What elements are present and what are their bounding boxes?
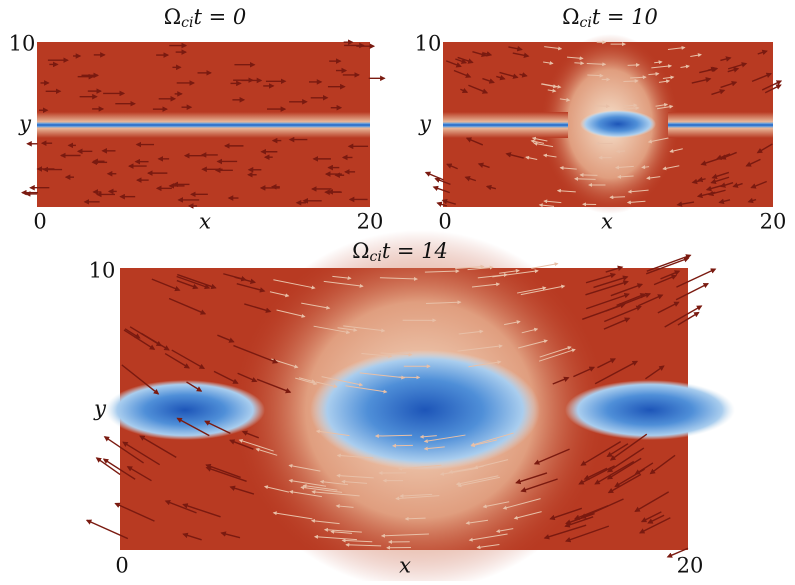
title-symbol: Ω — [164, 5, 181, 29]
title-rest: t = 0 — [194, 5, 247, 29]
x-tick-label: 20 — [760, 210, 787, 234]
panel-title: Ωcit = 10 — [562, 5, 658, 32]
arrow — [575, 179, 596, 180]
panel — [443, 34, 773, 214]
x-tick-label: 0 — [33, 210, 46, 234]
current-sheet — [443, 112, 568, 138]
arrow — [426, 172, 444, 179]
title-rest: t = 10 — [592, 5, 658, 29]
title-subscript: ci — [579, 15, 591, 31]
figure: Ωcit = 0 10 y 0 x 20 Ωcit = 10 10 y 0 x … — [0, 0, 795, 581]
arrow — [628, 65, 640, 66]
title-subscript: ci — [369, 249, 381, 265]
arrow — [623, 81, 637, 82]
y-label: y — [18, 112, 32, 136]
current-sheet — [668, 112, 773, 138]
island — [105, 380, 265, 440]
x-label: x — [399, 554, 411, 578]
current-sheet — [37, 112, 370, 138]
y-tick-label: 10 — [9, 32, 36, 56]
x-label: x — [199, 210, 211, 234]
arrow — [574, 63, 583, 64]
y-tick-label: 10 — [415, 32, 442, 56]
x-tick-label: 20 — [677, 554, 704, 578]
arrow — [610, 197, 625, 198]
y-label: y — [93, 397, 107, 421]
title-symbol: Ω — [562, 5, 579, 29]
x-label: x — [601, 210, 613, 234]
x-tick-label: 0 — [115, 554, 128, 578]
y-tick-label: 10 — [89, 259, 116, 283]
arrow — [623, 105, 637, 106]
panel — [37, 42, 370, 207]
panel-title: Ωcit = 14 — [352, 239, 448, 266]
arrow — [595, 106, 610, 107]
arrow — [531, 264, 557, 269]
y-label: y — [418, 112, 432, 136]
x-tick-label: 0 — [438, 210, 451, 234]
title-symbol: Ω — [352, 239, 369, 263]
island — [580, 110, 656, 138]
island — [565, 380, 735, 440]
arrow — [97, 458, 121, 475]
title-subscript: ci — [181, 15, 193, 31]
title-rest: t = 14 — [382, 239, 448, 263]
panel-title: Ωcit = 0 — [164, 5, 247, 32]
x-tick-label: 20 — [357, 210, 384, 234]
island — [310, 350, 540, 470]
